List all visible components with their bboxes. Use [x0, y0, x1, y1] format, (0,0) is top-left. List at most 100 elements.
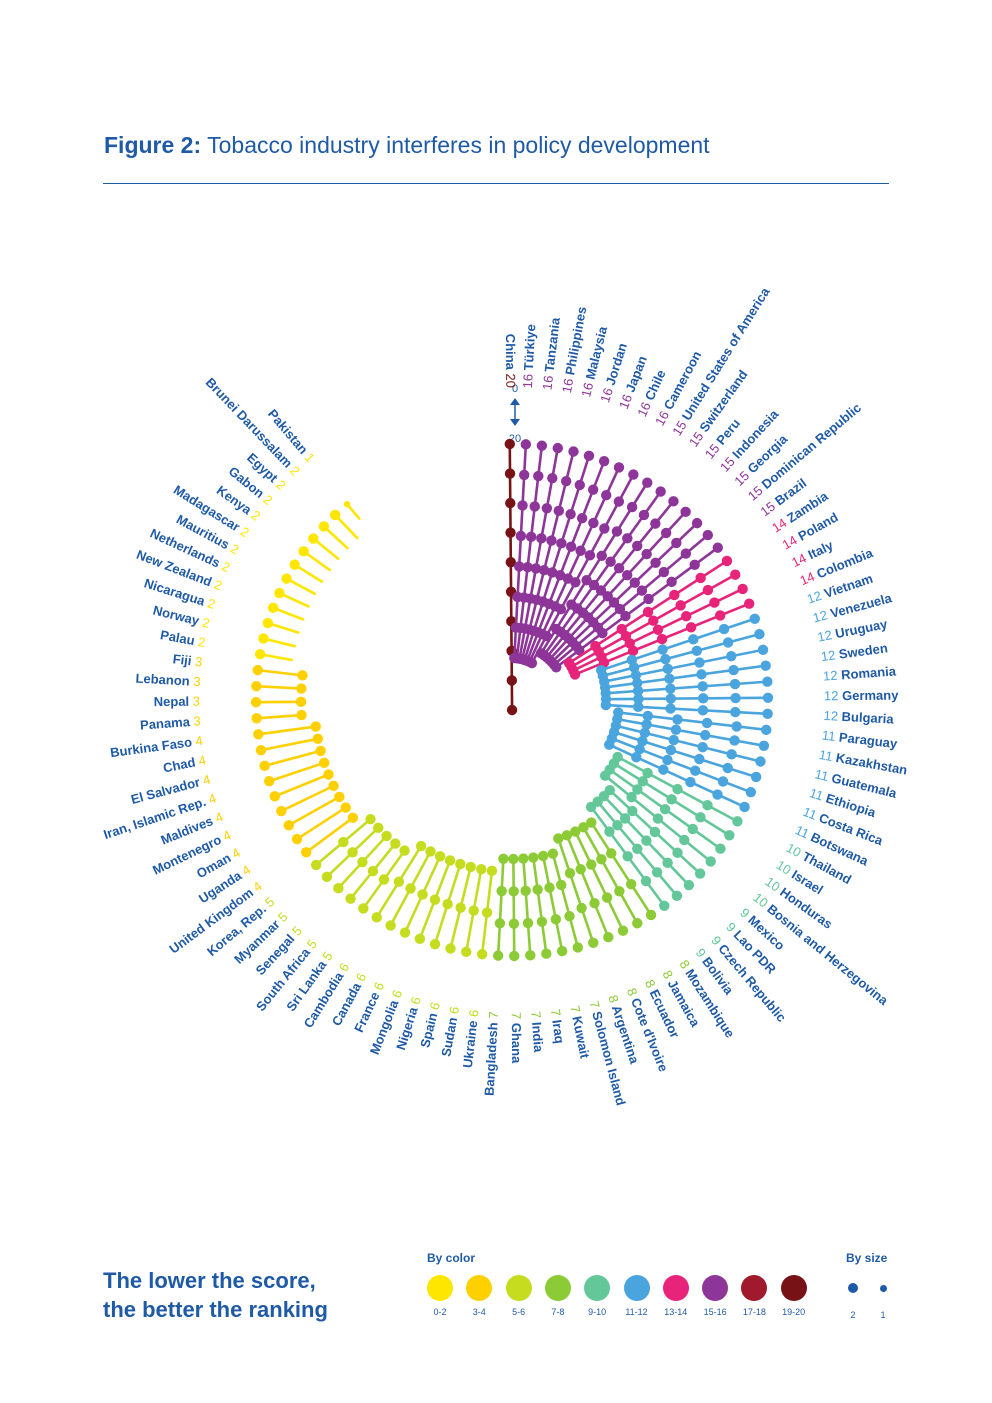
lollipop-stem: [557, 837, 595, 945]
lollipop-dot: [664, 673, 675, 684]
lollipop-chile: 16 Chile: [524, 368, 669, 668]
lollipop-stem: [280, 784, 335, 813]
lollipop-dot: [658, 764, 669, 775]
country-label: 12 Sweden: [820, 641, 889, 665]
country-label: 10 Bosnia and Herzegovina: [750, 890, 891, 1009]
lollipop-dot: [729, 678, 741, 690]
lollipop-dot: [730, 706, 741, 718]
lollipop-dot: [574, 645, 585, 656]
lollipop-dot: [642, 606, 654, 618]
lollipop-dot: [525, 531, 537, 543]
lollipop-dot: [505, 497, 516, 509]
lollipop-dot: [659, 803, 671, 815]
lollipop-dot: [576, 902, 587, 914]
lollipop-dot: [694, 868, 706, 879]
lollipop-dot: [381, 830, 392, 842]
lollipop-dot: [506, 704, 518, 716]
lollipop-dot: [310, 859, 322, 871]
scale-top-label: 0: [512, 383, 518, 395]
lollipop-dot: [455, 902, 466, 913]
country-name: Chad: [162, 755, 197, 776]
lollipop-palau: Palau 2: [159, 628, 293, 662]
legend-size-label: 2: [850, 1310, 856, 1320]
lollipop-dot: [724, 830, 735, 841]
lollipop-dot: [547, 848, 559, 859]
lollipop-dot: [596, 550, 607, 561]
lollipop-dot: [564, 910, 575, 922]
lollipop-stem: [259, 737, 320, 752]
lollipop-dot: [583, 450, 595, 462]
lollipop-dot: [634, 744, 645, 755]
country-score: 14: [798, 569, 817, 588]
lollipop-dot: [599, 523, 610, 534]
lollipop-dot: [697, 693, 709, 704]
lollipop-dot: [657, 644, 668, 655]
lollipop-dot: [555, 879, 567, 891]
country-name: Fiji: [172, 652, 192, 669]
country-score: 4: [221, 828, 234, 845]
lollipop-dot: [274, 587, 285, 599]
lollipop-stem: [263, 749, 322, 768]
legend-size-dot: [848, 1283, 858, 1293]
legend-swatch: 19-20: [774, 1272, 814, 1317]
lollipop-stem: [574, 830, 625, 932]
lollipop-dot: [669, 589, 680, 601]
lollipop-dot: [251, 713, 262, 724]
country-score: 20: [503, 373, 518, 388]
lollipop-dot: [660, 653, 671, 665]
lollipop-dot: [576, 513, 588, 524]
lollipop-dot: [605, 556, 616, 567]
lollipop-dot: [296, 709, 307, 721]
lollipop-dot: [691, 645, 702, 657]
country-score: 11: [793, 823, 812, 842]
country-label: Bangladesh 7: [482, 1011, 502, 1096]
lollipop-dot: [522, 561, 533, 573]
country-score: 16: [598, 386, 617, 404]
country-score: 2: [219, 559, 232, 576]
lollipop-dot: [252, 664, 263, 676]
country-name: Spain: [418, 1011, 441, 1049]
lollipop-dot: [504, 468, 516, 479]
lollipop-dot: [555, 603, 567, 615]
lollipop-stem: [257, 725, 318, 736]
legend-swatch-dot: [544, 1275, 571, 1301]
lollipop-dot: [633, 693, 644, 705]
country-name: Sudan: [439, 1016, 461, 1058]
lollipop-dot: [476, 949, 488, 960]
lollipop-dot: [739, 801, 750, 813]
country-score: 7: [547, 1008, 563, 1017]
lollipop-dot: [367, 865, 379, 877]
country-score: 2: [287, 463, 303, 479]
lollipop-dot: [429, 894, 441, 905]
lollipop-dot: [444, 855, 456, 866]
lollipop-dot: [526, 657, 538, 669]
lollipop-panama: Panama 3: [140, 709, 307, 733]
lollipop-dot: [461, 946, 472, 958]
country-label: Nepal 3: [154, 694, 200, 709]
lollipop-dot: [486, 865, 498, 877]
country-label: 7 India: [528, 1011, 546, 1054]
lollipop-dot: [347, 847, 358, 858]
lollipop-dot: [702, 529, 714, 541]
lollipop-dot: [586, 817, 597, 828]
country-score: 12: [805, 588, 823, 607]
country-score: 16: [635, 400, 655, 419]
lollipop-dot: [329, 509, 341, 521]
lollipop-dot: [390, 838, 401, 849]
country-score: 4: [250, 879, 265, 895]
lollipop-dot: [687, 823, 698, 835]
country-score: 5: [262, 894, 277, 910]
lollipop-dot: [670, 724, 682, 735]
lollipop-dot: [688, 634, 699, 645]
lollipop-dot: [598, 455, 610, 467]
lollipop-stem: [604, 696, 770, 701]
country-name: Ukraine: [460, 1020, 480, 1069]
lollipop-dot: [691, 517, 703, 529]
country-label: 12 Bulgaria: [823, 708, 895, 727]
lollipop-ukraine: Ukraine 6: [460, 865, 498, 1069]
country-name: Bulgaria: [841, 709, 895, 727]
lollipop-dot: [645, 909, 657, 921]
legend-swatch: 5-6: [499, 1272, 539, 1317]
country-score: 6: [353, 971, 370, 984]
